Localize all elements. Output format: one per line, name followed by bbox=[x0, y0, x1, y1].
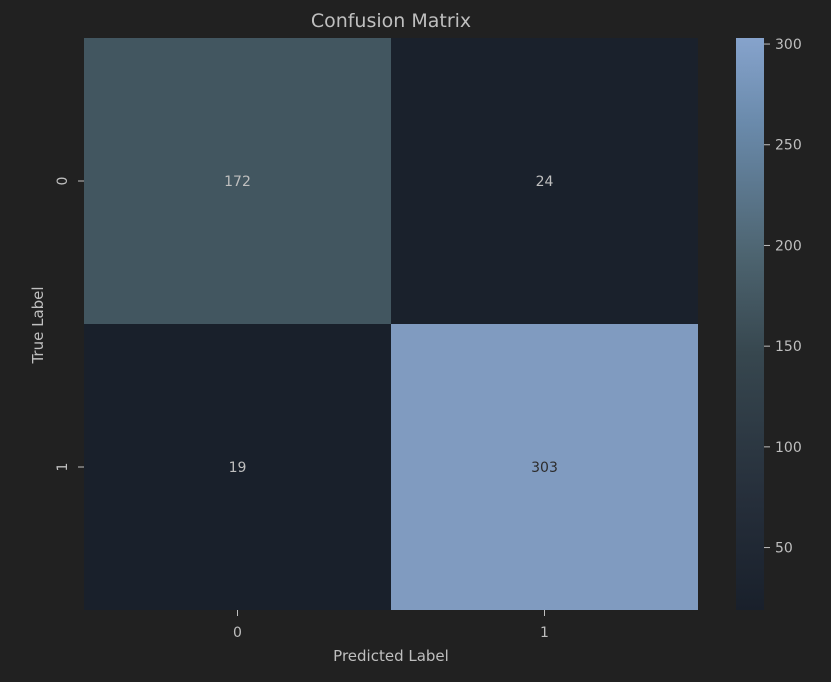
y-axis-label: True Label bbox=[29, 286, 47, 364]
heatmap-cell-0-0 bbox=[84, 38, 391, 324]
x-axis-label: Predicted Label bbox=[333, 647, 449, 665]
chart-title: Confusion Matrix bbox=[311, 10, 471, 32]
cell-value-1-0: 19 bbox=[229, 460, 247, 476]
y-tick-label-1: 1 bbox=[55, 463, 71, 472]
colorbar-tick-label-5: 300 bbox=[775, 37, 802, 53]
x-tick-label-0: 0 bbox=[233, 625, 242, 641]
colorbar-tick-label-2: 150 bbox=[775, 339, 802, 355]
y-axis-ticks: 01 bbox=[55, 177, 84, 472]
heatmap-cell-1-0 bbox=[84, 324, 391, 610]
cell-value-0-1: 24 bbox=[536, 174, 554, 190]
colorbar-tick-label-0: 50 bbox=[775, 541, 793, 557]
colorbar-tick-label-1: 100 bbox=[775, 440, 802, 456]
colorbar bbox=[736, 38, 764, 610]
cell-value-1-1: 303 bbox=[531, 460, 558, 476]
colorbar-tick-label-3: 200 bbox=[775, 238, 802, 254]
colorbar-ticks: 50 100 150 200 250 300 bbox=[764, 37, 802, 557]
cell-value-0-0: 172 bbox=[224, 174, 251, 190]
heatmap-cell-1-1 bbox=[391, 324, 698, 610]
y-tick-label-0: 0 bbox=[55, 177, 71, 186]
heatmap-cells: 172 24 19 303 bbox=[84, 38, 698, 610]
colorbar-tick-label-4: 250 bbox=[775, 138, 802, 154]
heatmap-cell-0-1 bbox=[391, 38, 698, 324]
x-tick-label-1: 1 bbox=[540, 625, 549, 641]
